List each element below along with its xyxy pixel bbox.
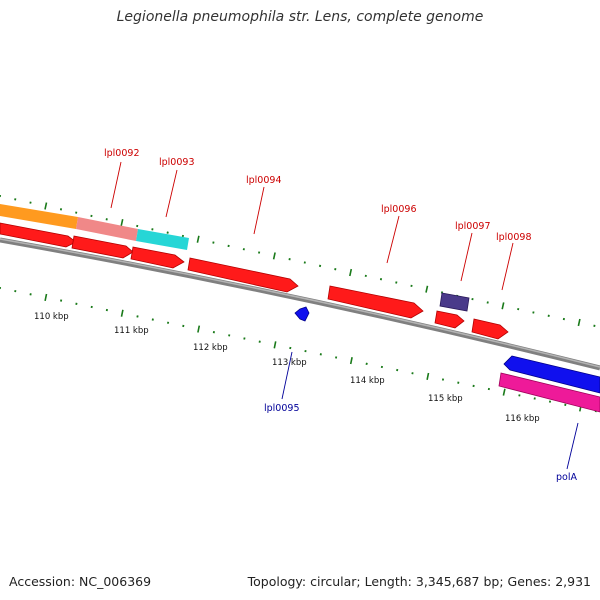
upper-track-minor-tick (14, 198, 17, 201)
upper-track-minor-tick (318, 264, 322, 268)
lower-track-major-tick (349, 357, 353, 365)
lower-track-major-tick (120, 309, 124, 317)
upper-track-major-tick (272, 252, 276, 260)
cds-polA[interactable] (503, 355, 600, 394)
feature-label-lpl0095[interactable]: lpl0095 (264, 403, 300, 414)
scale-label-116: 116 kbp (505, 414, 540, 424)
upper-track-major-tick (349, 268, 353, 277)
genome-backbone (0, 237, 600, 371)
leader-lpl0097 (460, 232, 473, 282)
feature-label-lpl0096[interactable]: lpl0096 (381, 204, 417, 215)
lower-track-major-tick (44, 293, 48, 302)
leader-polA (566, 422, 579, 470)
upper-track-minor-tick (242, 248, 245, 251)
feature-band-orange[interactable] (0, 204, 78, 229)
feature-lpl0097-box[interactable] (439, 292, 470, 312)
upper-track-major-tick (120, 219, 124, 227)
feature-label-lpl0093[interactable]: lpl0093 (159, 157, 195, 168)
cds-lpl0098[interactable] (471, 318, 509, 340)
accession-text: Accession: NC_006369 (9, 574, 152, 589)
lower-track-major-tick (197, 325, 201, 333)
scale-label-110: 110 kbp (34, 312, 69, 322)
feature-band-magenta[interactable] (498, 372, 600, 413)
feature-label-lpl0094[interactable]: lpl0094 (246, 175, 282, 186)
summary-text: Topology: circular; Length: 3,345,687 bp… (247, 574, 591, 589)
lower-track-minor-tick (166, 321, 170, 324)
cds-lpl0096[interactable] (327, 285, 424, 319)
leader-lpl0094 (253, 186, 265, 235)
upper-track-major-tick (196, 235, 200, 243)
upper-track-major-tick (501, 302, 505, 310)
scale-label-115: 115 kbp (428, 394, 463, 404)
upper-tick-track (0, 194, 596, 327)
leader-lpl0098 (501, 242, 514, 291)
lower-track-major-tick (426, 372, 430, 380)
lower-track-minor-tick (365, 362, 368, 366)
leader-lpl0096 (386, 215, 400, 264)
upper-track-major-tick (44, 202, 48, 210)
map-title: Legionella pneumophila str. Lens, comple… (116, 9, 484, 25)
scale-label-112: 112 kbp (193, 343, 228, 353)
cds-lpl0092[interactable] (0, 222, 77, 248)
genome-backbone-highlight (0, 238, 600, 368)
cds-lpl0094[interactable] (187, 257, 299, 293)
upper-track-major-tick (425, 285, 429, 293)
upper-track-minor-tick (166, 231, 169, 234)
feature-band-pink[interactable] (76, 217, 138, 241)
scale-label-114: 114 kbp (350, 376, 385, 386)
scale-label-111: 111 kbp (114, 326, 149, 336)
lower-tick-track (0, 286, 597, 413)
feature-label-lpl0092[interactable]: lpl0092 (104, 148, 140, 159)
leader-lpl0093 (165, 169, 178, 218)
upper-track-minor-tick (90, 214, 93, 218)
leader-lpl0095 (281, 351, 293, 400)
cds-lpl0093b[interactable] (130, 246, 185, 269)
upper-track-major-tick (577, 318, 581, 327)
leader-lpl0092 (110, 161, 122, 209)
lower-track-major-tick (273, 341, 277, 349)
cds-lpl0093[interactable] (71, 235, 134, 259)
feature-band-cyan[interactable] (136, 229, 189, 250)
feature-label-lpl0098[interactable]: lpl0098 (496, 232, 532, 243)
feature-label-polA[interactable]: polA (556, 472, 577, 483)
lower-track-major-tick (502, 388, 506, 396)
feature-label-lpl0097[interactable]: lpl0097 (455, 221, 491, 232)
cds-lpl0097[interactable] (434, 310, 465, 329)
cds-lpl0095[interactable] (294, 306, 310, 322)
